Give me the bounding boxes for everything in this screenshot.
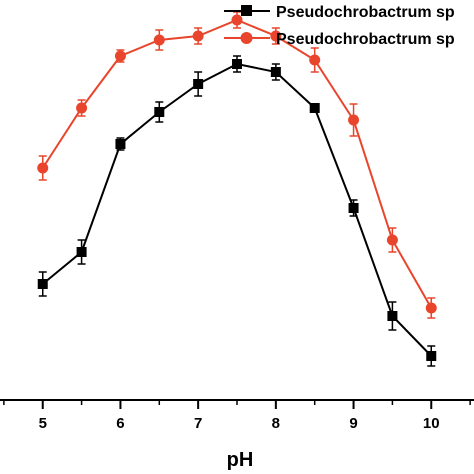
- legend-item-0: Pseudochrobactrum sp: [224, 4, 455, 21]
- x-axis-title: pH: [227, 449, 254, 471]
- legend-label: Pseudochrobactrum sp: [276, 31, 455, 48]
- data-point: [425, 302, 437, 314]
- legend-marker-square: [241, 5, 252, 16]
- data-point: [76, 247, 87, 257]
- data-point: [348, 203, 359, 213]
- data-point: [37, 162, 49, 174]
- data-point: [154, 107, 165, 117]
- data-point: [153, 34, 165, 46]
- data-point: [270, 67, 281, 77]
- data-point: [309, 103, 320, 113]
- data-point: [231, 14, 243, 26]
- data-point: [426, 351, 437, 361]
- series-0: [37, 55, 437, 367]
- series-1: [37, 11, 437, 319]
- data-point: [386, 234, 398, 246]
- x-tick-label: 7: [194, 415, 202, 432]
- data-point: [76, 102, 88, 114]
- data-point: [309, 54, 321, 66]
- x-tick-label: 9: [349, 415, 357, 432]
- data-point: [232, 59, 242, 69]
- x-ticks: 5 6 7 8 9 10: [3, 400, 471, 432]
- data-point: [37, 279, 48, 289]
- legend-label: Pseudochrobactrum sp: [276, 4, 455, 21]
- data-point: [193, 79, 204, 89]
- series-line: [42, 62, 432, 357]
- legend: Pseudochrobactrum sp Pseudochrobactrum s…: [224, 4, 455, 48]
- x-axis: 5 6 7 8 9 10 pH: [0, 399, 474, 471]
- data-point: [114, 50, 126, 62]
- x-tick-label: 5: [39, 415, 47, 432]
- x-tick-label: 8: [272, 415, 280, 432]
- data-point: [192, 30, 204, 42]
- legend-marker-circle: [240, 32, 253, 44]
- legend-item-1: Pseudochrobactrum sp: [224, 31, 455, 48]
- plot-area: [37, 11, 437, 367]
- data-point: [348, 114, 360, 126]
- data-point: [270, 30, 282, 42]
- x-tick-label: 6: [116, 415, 124, 432]
- x-tick-label: 10: [423, 415, 440, 432]
- data-point: [387, 311, 398, 321]
- data-point: [115, 139, 126, 149]
